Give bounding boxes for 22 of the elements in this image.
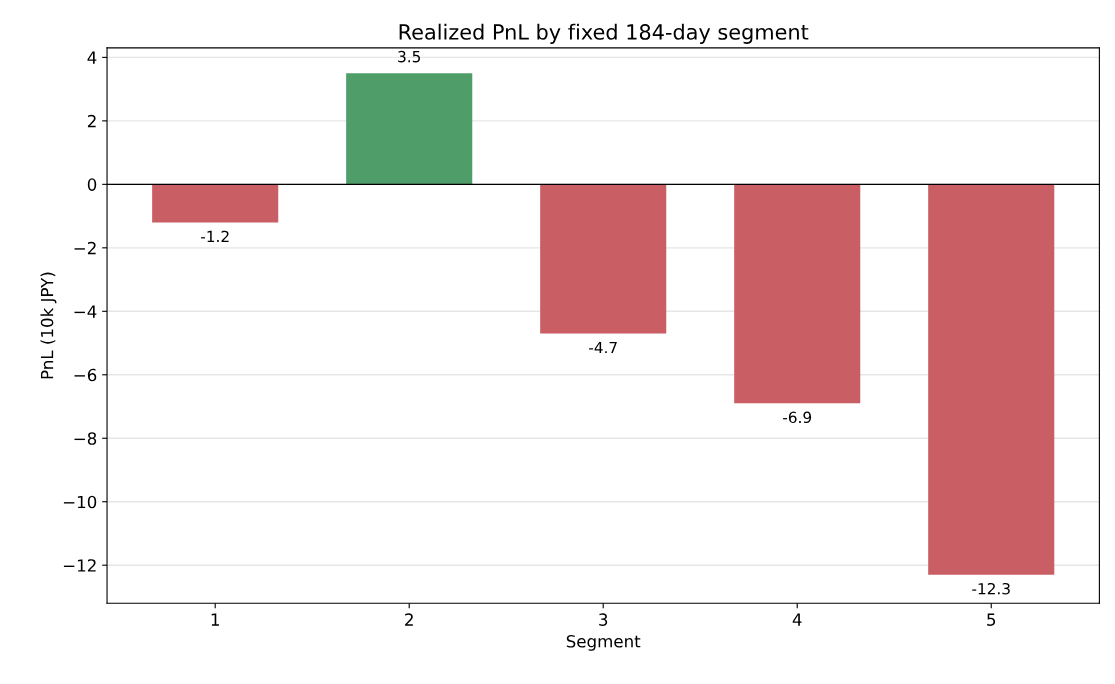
chart-title: Realized PnL by fixed 184-day segment bbox=[399, 23, 809, 44]
data-label: -12.3 bbox=[972, 582, 1010, 595]
y-tick-label: −12 bbox=[63, 559, 96, 572]
y-axis-title: PnL (10k JPY) bbox=[40, 272, 57, 379]
data-label: -4.7 bbox=[589, 341, 617, 354]
x-tick-label: 2 bbox=[405, 613, 413, 626]
x-tick-label: 3 bbox=[599, 613, 608, 626]
data-label: -1.2 bbox=[201, 230, 229, 242]
y-tick-label: −10 bbox=[63, 495, 97, 509]
y-tick-label: −6 bbox=[74, 368, 97, 382]
x-tick-label: 4 bbox=[792, 613, 802, 626]
data-label: -6.9 bbox=[783, 411, 812, 424]
y-tick-label: 2 bbox=[87, 114, 96, 128]
y-tick-label: −8 bbox=[74, 432, 97, 445]
y-tick-label: 4 bbox=[87, 51, 97, 64]
y-tick-label: 0 bbox=[87, 178, 97, 191]
x-axis-title: Segment bbox=[566, 634, 641, 651]
data-label: 3.5 bbox=[398, 50, 421, 63]
y-tick-label: −2 bbox=[74, 241, 96, 255]
y-tick-label: −4 bbox=[74, 305, 97, 318]
x-tick-label: 5 bbox=[987, 613, 996, 626]
x-tick-label: 1 bbox=[211, 613, 219, 626]
